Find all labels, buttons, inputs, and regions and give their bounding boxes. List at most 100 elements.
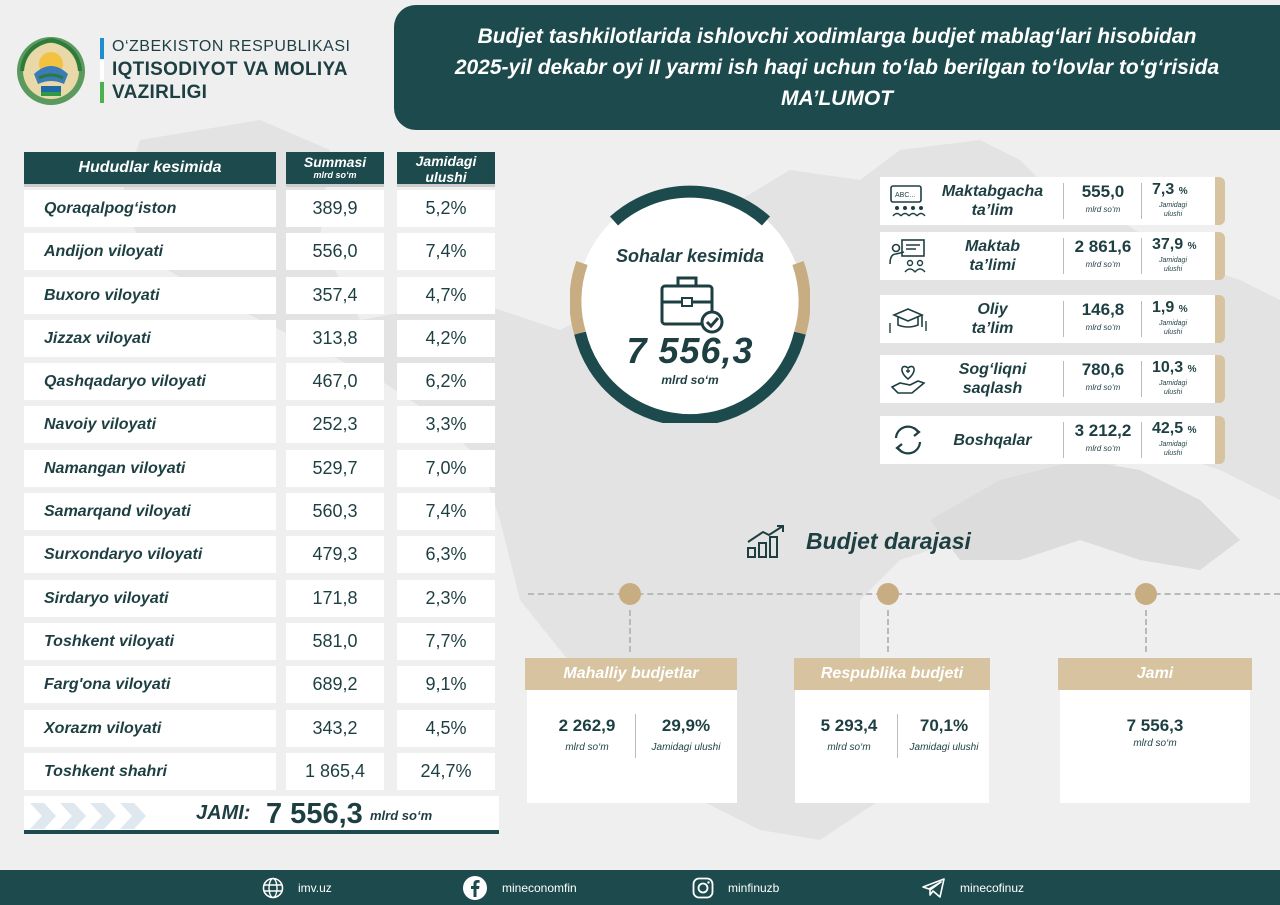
region-sum: 357,4 [286, 276, 384, 314]
table-row: Toshkent shahri 1 865,4 24,7% [24, 752, 499, 790]
footer-telegram-link[interactable]: minecofinuz [922, 870, 1024, 905]
sector-amount-unit: mlrd so‘m [1085, 383, 1121, 392]
region-share: 4,5% [397, 709, 495, 747]
table-row: Xorazm viloyati 343,2 4,5% [24, 709, 499, 747]
region-name: Andijon viloyati [24, 233, 276, 271]
sector-pct-sign: % [1178, 186, 1188, 197]
republic-budget-share: 70,1% [919, 716, 969, 735]
footer-instagram-text: minfinuzb [728, 880, 780, 895]
footer-telegram-text: minecofinuz [960, 880, 1025, 895]
sector-school: Maktab ta’limi 2 861,6 mlrd so‘m 37,9 % J… [880, 232, 1225, 280]
sector-amount: 3 212,2 [1074, 421, 1132, 440]
refresh-arrows-icon [894, 425, 922, 455]
region-share: 3,3% [397, 406, 495, 444]
sector-name-l1: Boshqalar [953, 431, 1032, 449]
footer-website-link[interactable]: imv.uz [262, 870, 332, 905]
circle-arc-top [609, 185, 771, 226]
table-row: Qashqadaryo viloyati 467,0 6,2% [24, 363, 499, 401]
region-share: 6,2% [397, 363, 495, 401]
region-name: Xorazm viloyati [24, 709, 276, 747]
region-sum: 556,0 [286, 233, 384, 271]
page-title-banner: Budjet tashkilotlarida ishlovchi xodimla… [394, 5, 1280, 130]
sector-amount: 780,6 [1081, 360, 1125, 379]
region-sum: 529,7 [286, 449, 384, 487]
sector-pct: 10,3 % [1152, 359, 1197, 377]
table-row: Surxondaryo viloyati 479,3 6,3% [24, 536, 499, 574]
growth-chart-icon [747, 525, 784, 558]
total-unit: mlrd so‘m [370, 808, 433, 823]
school-board-icon [889, 239, 926, 273]
region-share: 7,4% [397, 493, 495, 531]
sector-pct-value: 7,3 [1152, 181, 1175, 198]
svg-text:ABC...: ABC... [895, 192, 915, 199]
region-sum: 343,2 [286, 709, 384, 747]
column-header-sum: Summasi mlrd so‘m [286, 152, 384, 187]
sector-pct-l2: ulushi [1163, 266, 1183, 273]
region-sum: 479,3 [286, 536, 384, 574]
region-name: Jizzax viloyati [24, 319, 276, 357]
regions-total-bar: JAMI: 7 556,3 mlrd so‘m [24, 796, 499, 834]
sector-name-l1: Oliy [977, 301, 1008, 318]
sector-higher-education: Oliy ta’lim 146,8 mlrd so‘m 1,9 % Jamidag… [880, 295, 1225, 343]
republic-budget-amount: 5 293,4 [820, 716, 878, 735]
table-row: Qoraqalpog‘iston Respublikasi 389,9 5,2% [24, 190, 499, 254]
table-row: Buxoro viloyati 357,4 4,7% [24, 276, 499, 314]
footer-instagram-link[interactable]: minfinuzb [692, 870, 779, 905]
republic-budget-card: 5 293,4 mlrd so‘m 70,1% Jamidagi ulushi [795, 680, 989, 803]
region-share: 5,2% [397, 190, 495, 227]
region-share: 4,2% [397, 319, 495, 357]
republic-budget-unit: mlrd so‘m [827, 742, 871, 753]
sector-healthcare: Sog‘liqni saqlash 780,6 mlrd so‘m 10,3 % … [880, 355, 1225, 403]
region-share: 9,1% [397, 666, 495, 704]
region-name: Buxoro viloyati [24, 276, 276, 314]
sector-pct: 42,5 % [1152, 420, 1197, 438]
region-name: Qoraqalpog‘iston Respublikasi [24, 190, 276, 254]
sector-pct-l1: Jamidagi [1158, 257, 1187, 264]
sector-pct-sign: % [1178, 304, 1188, 315]
table-row: Namangan viloyati 529,7 7,0% [24, 449, 499, 487]
sector-pct: 7,3 % [1152, 181, 1188, 199]
sector-pct-label: Jamidagi ulushi [1146, 379, 1200, 397]
sector-pct: 1,9 % [1152, 299, 1188, 317]
sector-name-l1: Sog‘liqni [958, 361, 1027, 378]
timeline-dot [619, 583, 641, 605]
footer-facebook-link[interactable]: mineconomfin [462, 870, 577, 905]
region-share: 7,4% [397, 233, 495, 271]
local-budget-share: 29,9% [661, 716, 711, 735]
sector-pct-label: Jamidagi ulushi [1146, 201, 1200, 219]
sector-pct-label: Jamidagi ulushi [1146, 319, 1200, 337]
column-header-share-l1: Jamidagi [415, 153, 477, 169]
region-share: 7,7% [397, 622, 495, 660]
region-share: 24,7% [397, 752, 495, 790]
ministry-name-line2: IQTISODIYOT VA MOLIYA [112, 59, 348, 80]
table-row: Navoiy viloyati 252,3 3,3% [24, 406, 499, 444]
sector-pct-label: Jamidagi ulushi [1146, 256, 1200, 274]
timeline-dot [1135, 583, 1157, 605]
sector-pct-l1: Jamidagi [1158, 380, 1187, 387]
region-sum: 689,2 [286, 666, 384, 704]
sector-pct-l1: Jamidagi [1158, 320, 1187, 327]
sector-pct-l2: ulushi [1163, 450, 1183, 457]
sector-pct-sign: % [1187, 425, 1197, 436]
region-sum: 560,3 [286, 493, 384, 531]
state-emblem-icon [17, 37, 85, 105]
sector-pct-l2: ulushi [1163, 389, 1183, 396]
sector-name: Maktab ta’limi [935, 232, 1050, 280]
total-value: 7 556,3 [266, 798, 363, 830]
circle-title: Sohalar kesimida [615, 246, 765, 266]
local-budget-unit: mlrd so‘m [565, 742, 609, 753]
region-sum: 389,9 [286, 190, 384, 227]
sector-pct-sign: % [1187, 241, 1197, 252]
sector-pct-value: 37,9 [1152, 236, 1184, 253]
total-budget-card: 7 556,3 mlrd so‘m [1060, 680, 1250, 803]
region-share: 6,3% [397, 536, 495, 574]
timeline-connector [887, 610, 889, 652]
title-line1: Budjet tashkilotlarida ishlovchi xodimla… [477, 25, 1197, 48]
sector-pct-value: 10,3 [1152, 359, 1184, 376]
local-budget-card: 2 262,9 mlrd so‘m 29,9% Jamidagi ulushi [527, 680, 737, 803]
sector-name: Sog‘liqni saqlash [935, 355, 1050, 403]
sector-amount: 2 861,6 [1074, 237, 1132, 256]
region-name: Toshkent shahri [24, 752, 276, 790]
local-budget-amount: 2 262,9 [558, 716, 616, 735]
region-share: 2,3% [397, 579, 495, 617]
